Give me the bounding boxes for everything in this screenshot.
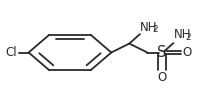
Text: O: O: [158, 71, 167, 84]
Text: O: O: [182, 46, 192, 59]
Text: NH: NH: [173, 28, 191, 41]
Text: 2: 2: [153, 25, 158, 34]
Text: 2: 2: [186, 33, 191, 42]
Text: NH: NH: [140, 21, 158, 34]
Text: S: S: [158, 45, 167, 60]
Text: Cl: Cl: [5, 46, 17, 59]
